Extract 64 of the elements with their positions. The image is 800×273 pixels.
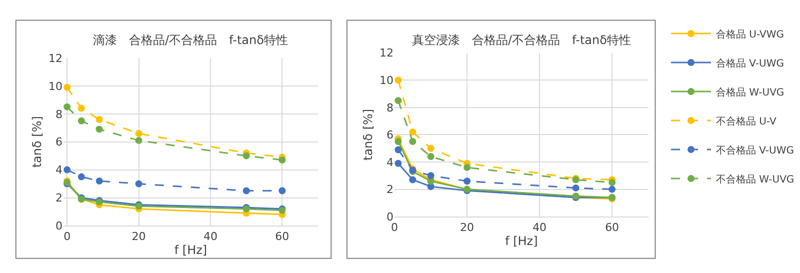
y-tick-label: 10: [48, 80, 62, 93]
x-tick-label: 60: [275, 230, 290, 243]
y-tick-label: 2: [55, 192, 62, 205]
point: [96, 177, 103, 184]
y-tick-label: 12: [48, 52, 62, 65]
point: [409, 176, 416, 184]
y-tick-label: 8: [55, 108, 62, 121]
chart-title: 真空浸漆 合格品/不合格品 f-tanδ特性: [412, 33, 631, 47]
point: [409, 128, 416, 136]
y-tick-label: 0: [386, 210, 394, 224]
legend-label: 合格品 V-UWG: [716, 57, 784, 70]
legend-label: 合格品 U-VWG: [716, 28, 784, 40]
point: [394, 97, 402, 104]
point: [135, 136, 142, 144]
point: [64, 166, 71, 174]
point: [242, 187, 250, 194]
point: [572, 184, 580, 192]
legend-label: 合格品 W-UVG: [716, 86, 784, 98]
point: [64, 103, 71, 110]
y-tick-label: 8: [386, 101, 394, 114]
x-axis-title: f [Hz]: [174, 242, 208, 257]
point: [242, 152, 250, 160]
point: [64, 84, 71, 91]
y-tick-label: 6: [386, 128, 394, 142]
y-tick-label: 10: [380, 74, 394, 87]
y-tick-label: 2: [386, 183, 394, 196]
point: [78, 104, 85, 112]
x-tick-label: 20: [132, 230, 146, 243]
point: [135, 180, 142, 188]
point: [608, 186, 616, 193]
point: [427, 172, 434, 180]
y-tick-label: 4: [55, 164, 62, 177]
point: [96, 126, 103, 133]
point: [394, 160, 402, 167]
point: [427, 153, 434, 160]
y-tick-label: 4: [386, 156, 394, 169]
point: [427, 144, 434, 152]
point: [394, 138, 402, 146]
x-tick-label: 60: [605, 220, 620, 234]
y-tick-label: 6: [55, 136, 62, 149]
legend-label: 不合格品 V-UWG: [716, 144, 794, 156]
legend-label: 不合格品 W-UVG: [716, 173, 794, 186]
point: [278, 156, 286, 164]
y-axis-title: tanδ [%]: [30, 116, 44, 168]
point: [96, 116, 103, 123]
point: [464, 164, 471, 171]
point: [78, 173, 85, 180]
point: [78, 117, 85, 124]
point: [608, 178, 616, 186]
x-tick-label: 0: [64, 230, 71, 243]
point: [394, 146, 402, 154]
x-tick-label: 40: [203, 230, 218, 243]
y-axis-title: tanδ [%]: [360, 108, 375, 160]
point: [394, 76, 402, 84]
legend-label: 不合格品 U-V: [716, 115, 777, 128]
x-tick-label: 40: [532, 220, 547, 234]
point: [278, 187, 286, 194]
point: [464, 178, 471, 185]
x-tick-label: 20: [460, 220, 474, 234]
chart-title: 滴漆 合格品/不合格品 f-tanδ特性: [93, 33, 288, 47]
y-tick-label: 12: [380, 46, 394, 60]
point: [135, 130, 142, 137]
point: [409, 138, 416, 146]
x-axis-title: f [Hz]: [505, 234, 538, 248]
